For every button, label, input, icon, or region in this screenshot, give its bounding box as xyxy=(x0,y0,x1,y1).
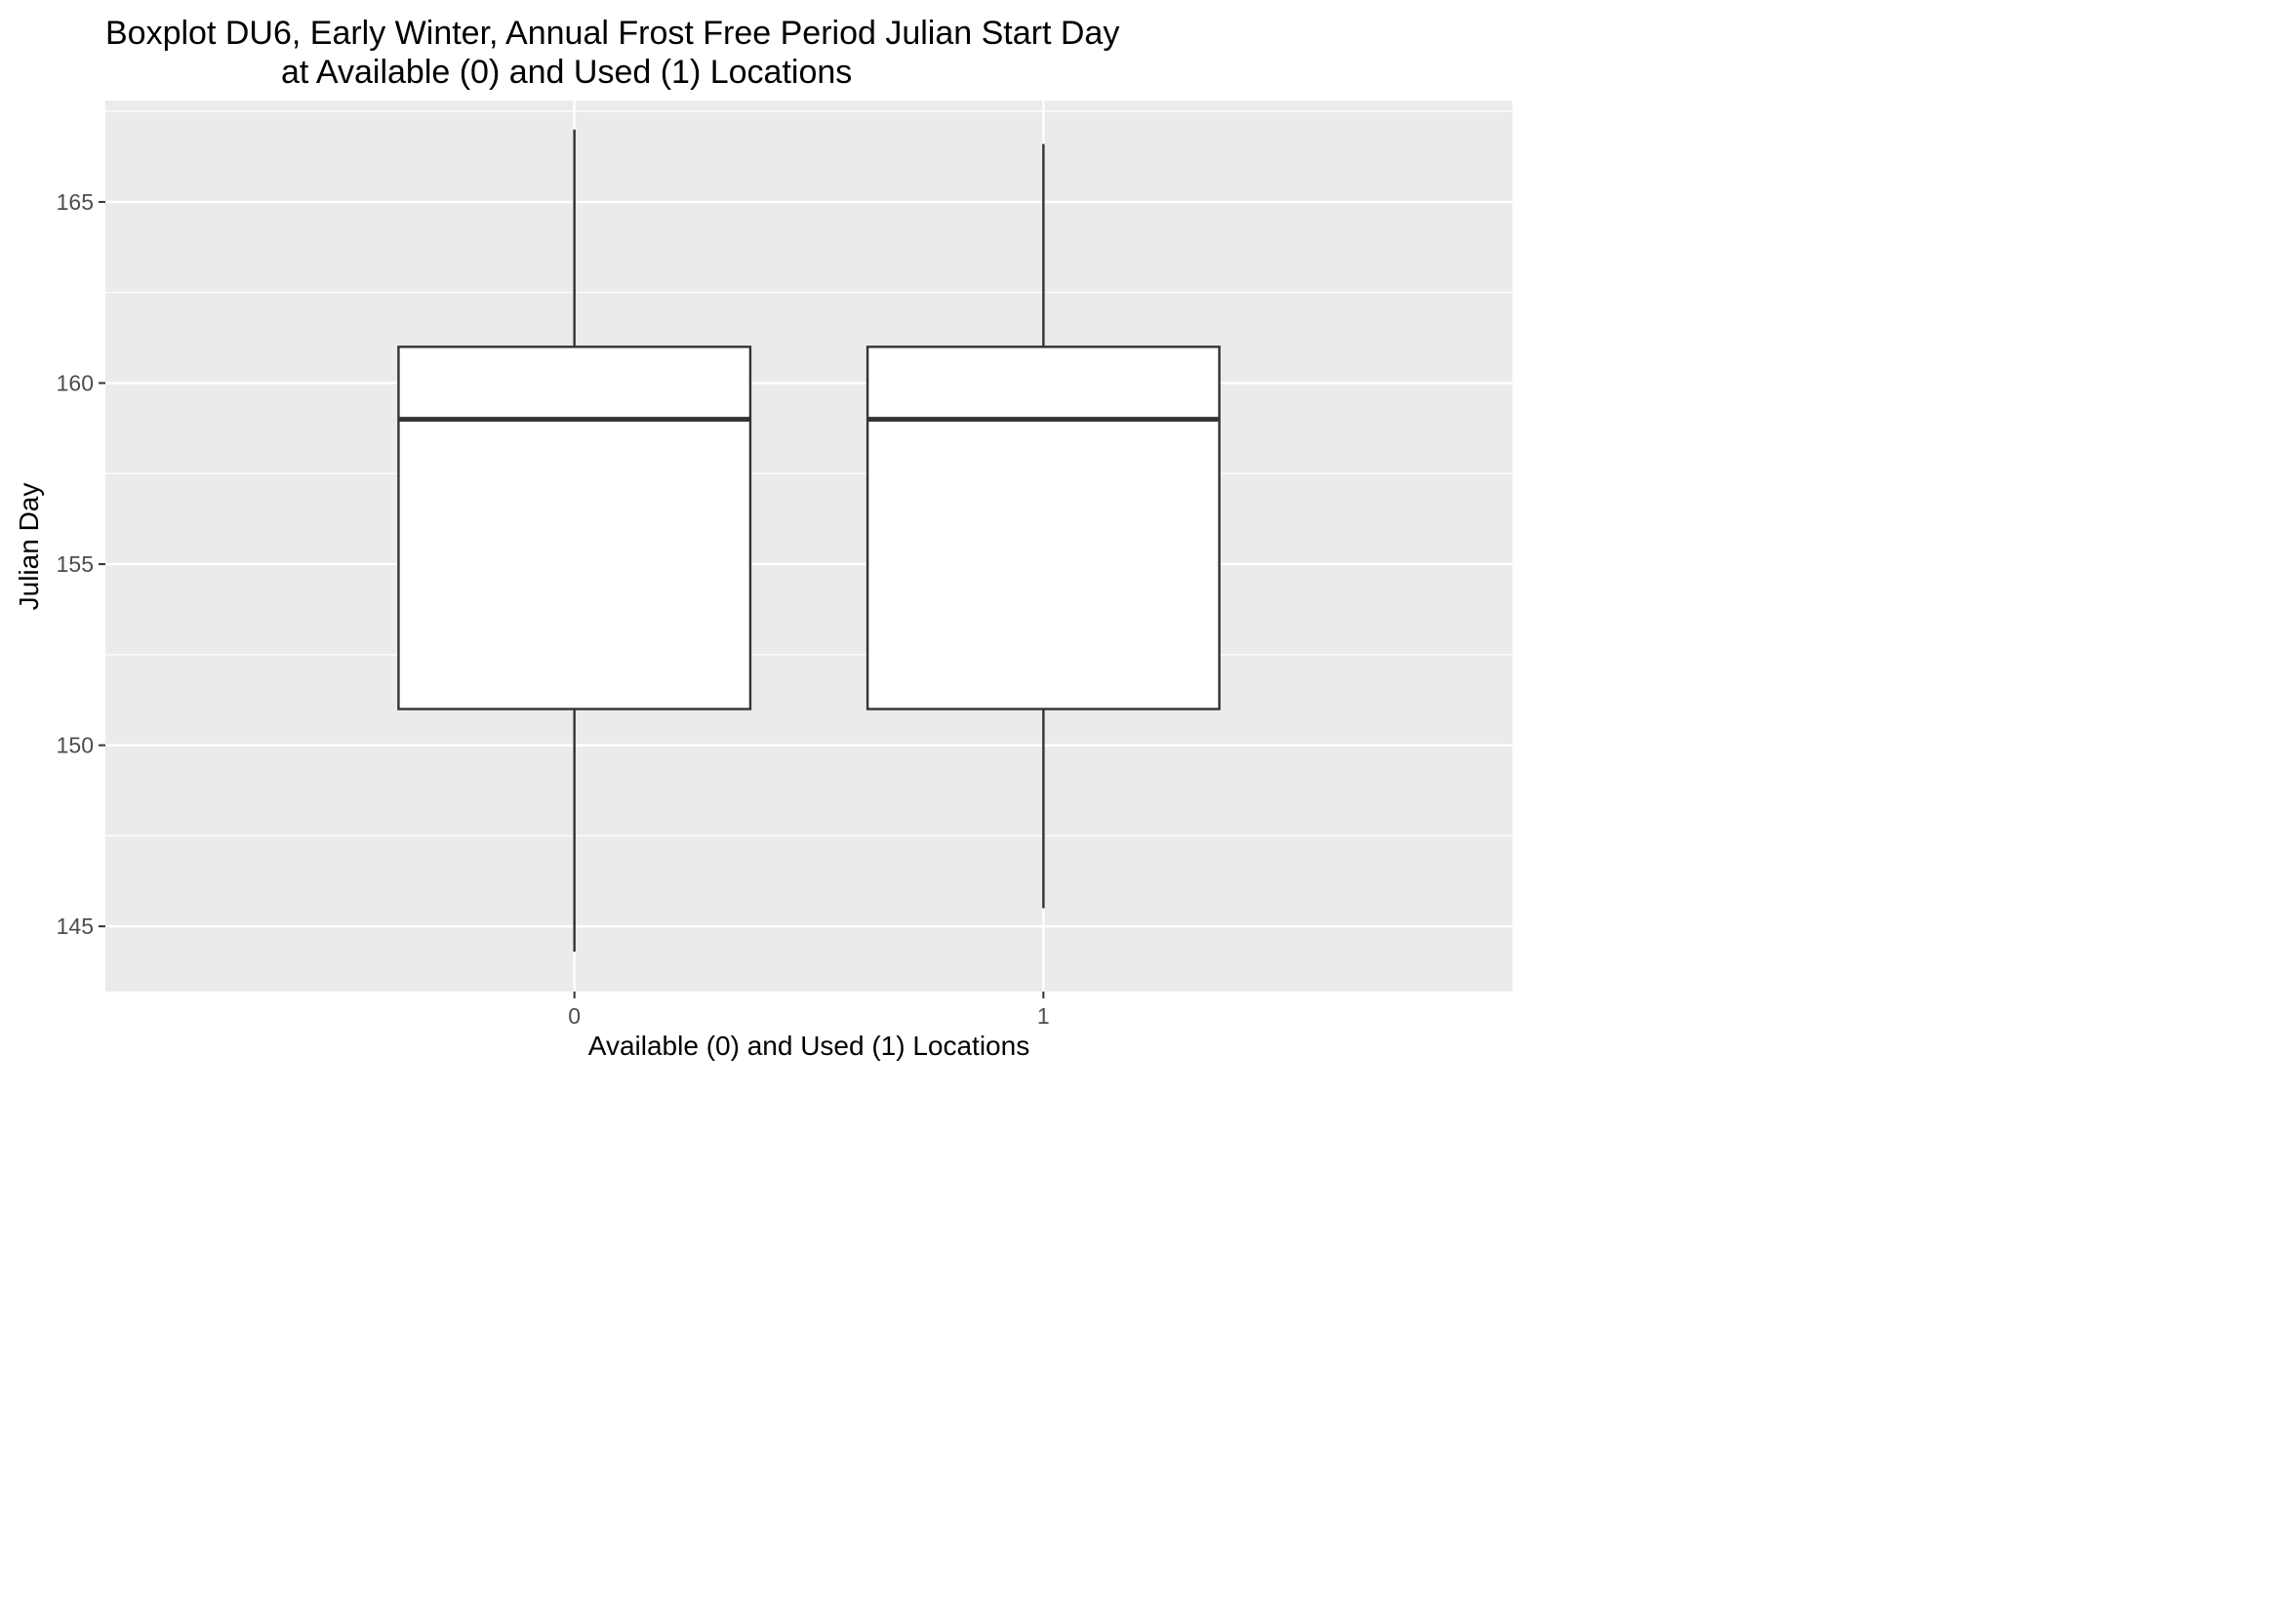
box-iqr xyxy=(866,345,1221,710)
y-axis-label: Julian Day xyxy=(14,482,44,610)
y-tick-label: 160 xyxy=(57,370,94,395)
y-axis-label-container: Julian Day xyxy=(0,101,59,992)
x-tick-label: 1 xyxy=(1037,1003,1050,1029)
chart-title-line-1: Boxplot DU6, Early Winter, Annual Frost … xyxy=(105,15,1120,52)
box-iqr xyxy=(397,345,752,710)
x-tick-label: 0 xyxy=(568,1003,581,1029)
box-0 xyxy=(397,129,752,953)
axes: 145 150 155 160 165 0 1 xyxy=(57,189,1050,1029)
y-tick-label: 165 xyxy=(57,189,94,215)
box-1 xyxy=(866,143,1221,909)
y-tick-label: 145 xyxy=(57,913,94,939)
y-tick-label: 150 xyxy=(57,733,94,758)
plot-panel xyxy=(105,101,1512,992)
chart-title-line-2: at Available (0) and Used (1) Locations xyxy=(281,54,853,91)
boxes xyxy=(397,129,1221,953)
y-tick-label: 155 xyxy=(57,551,94,577)
x-axis-label: Available (0) and Used (1) Locations xyxy=(587,1031,1030,1061)
boxplot-chart: 145 150 155 160 165 0 1 xyxy=(57,101,1512,1029)
